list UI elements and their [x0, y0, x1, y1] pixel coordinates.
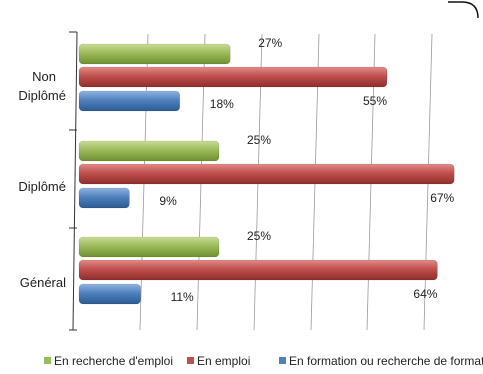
legend-item-en-formation-ou-recherche-de-formation: En formation ou recherche de formation [279, 354, 483, 368]
bar-en-recherche-d-emploi-0 [78, 43, 231, 65]
bar-en-formation-ou-recherche-de-formation-1 [78, 187, 130, 209]
value-label-en-emploi-2: 64% [413, 287, 437, 301]
value-label-en-emploi-0: 55% [363, 94, 387, 108]
value-label-en-recherche-d-emploi-1: 25% [247, 133, 271, 147]
legend-item-en-emploi: En emploi [187, 354, 250, 368]
bar-en-emploi-1 [78, 163, 455, 185]
value-label-en-emploi-1: 67% [430, 191, 454, 205]
legend: En recherche d'emploi En emploi En formati… [44, 354, 483, 368]
value-label-en-recherche-d-emploi-2: 25% [247, 229, 271, 243]
bar-en-emploi-2 [78, 259, 438, 281]
legend-swatch [279, 357, 286, 364]
legend-swatch [187, 357, 194, 364]
axes [69, 31, 78, 331]
bar-en-recherche-d-emploi-1 [78, 140, 220, 162]
legend-label: En recherche d'emploi [54, 354, 173, 368]
bar-en-emploi-0 [78, 66, 388, 88]
legend-swatch [44, 357, 51, 364]
frame-corner-decoration [448, 1, 479, 19]
category-label-diplome: Diplômé [18, 179, 66, 194]
category-labels: Non Diplômé Diplômé Général [18, 69, 66, 290]
data-labels: 27% 25% 25% 55% 67% 64% 18% 9% 11% [159, 36, 454, 304]
legend-label: En formation ou recherche de formation [289, 354, 483, 368]
bars [78, 43, 455, 305]
category-axis [72, 31, 78, 331]
value-label-en-formation-ou-recherche-de-formation-2: 11% [171, 290, 194, 304]
value-label-en-formation-ou-recherche-de-formation-1: 9% [159, 194, 177, 208]
legend-item-en-recherche-d-emploi: En recherche d'emploi [44, 354, 173, 368]
category-label-general: Général [20, 275, 66, 290]
value-label-en-recherche-d-emploi-0: 27% [258, 36, 282, 50]
legend-label: En emploi [197, 354, 250, 368]
value-label-en-formation-ou-recherche-de-formation-0: 18% [210, 97, 234, 111]
bar-en-formation-ou-recherche-de-formation-2 [78, 283, 141, 305]
category-label-non-diplome: Non Diplômé [18, 69, 66, 103]
bar-en-recherche-d-emploi-2 [78, 236, 220, 258]
bar-en-formation-ou-recherche-de-formation-0 [78, 90, 181, 112]
